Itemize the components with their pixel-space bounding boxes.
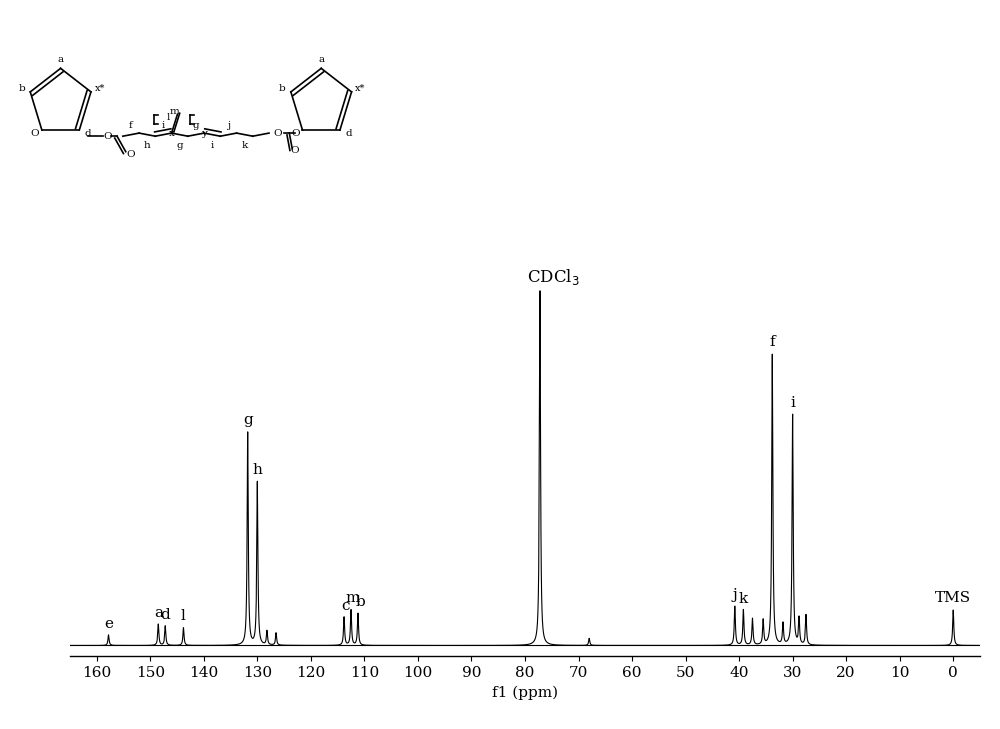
Text: g: g: [243, 413, 253, 427]
Text: g: g: [176, 141, 183, 150]
Text: h: h: [144, 141, 151, 150]
Text: CDCl$_3$: CDCl$_3$: [527, 268, 579, 287]
Text: O: O: [31, 128, 39, 138]
Text: i: i: [211, 141, 214, 150]
Text: y: y: [201, 129, 207, 138]
Text: d: d: [160, 608, 170, 622]
Text: d: d: [345, 128, 352, 138]
Text: O: O: [291, 146, 299, 155]
Text: b: b: [18, 85, 25, 93]
Text: c: c: [341, 599, 350, 613]
Text: e: e: [104, 617, 113, 631]
Text: f: f: [129, 121, 133, 130]
Text: d: d: [85, 128, 91, 138]
Text: f: f: [769, 335, 775, 349]
X-axis label: f1 (ppm): f1 (ppm): [492, 685, 558, 700]
Text: TMS: TMS: [935, 590, 971, 604]
Text: k: k: [739, 592, 748, 606]
Text: O: O: [103, 132, 112, 141]
Text: l: l: [167, 113, 170, 122]
Text: x: x: [169, 129, 175, 138]
Text: b: b: [355, 595, 365, 609]
Text: b: b: [279, 85, 286, 93]
Text: a: a: [318, 55, 324, 63]
Text: O: O: [126, 150, 135, 159]
Text: g: g: [193, 121, 199, 130]
Text: O: O: [273, 128, 282, 138]
Text: a: a: [58, 55, 64, 63]
Text: i: i: [790, 396, 795, 410]
Text: m: m: [345, 590, 360, 604]
Text: j: j: [732, 588, 737, 602]
Text: O: O: [291, 128, 300, 138]
Text: x*: x*: [355, 85, 365, 93]
Text: l: l: [181, 609, 186, 623]
Text: k: k: [242, 141, 248, 150]
Text: m: m: [170, 107, 179, 116]
Text: a: a: [154, 606, 163, 620]
Text: x*: x*: [94, 85, 105, 93]
Text: i: i: [162, 121, 165, 130]
Text: h: h: [252, 463, 262, 477]
Text: j: j: [227, 121, 230, 130]
